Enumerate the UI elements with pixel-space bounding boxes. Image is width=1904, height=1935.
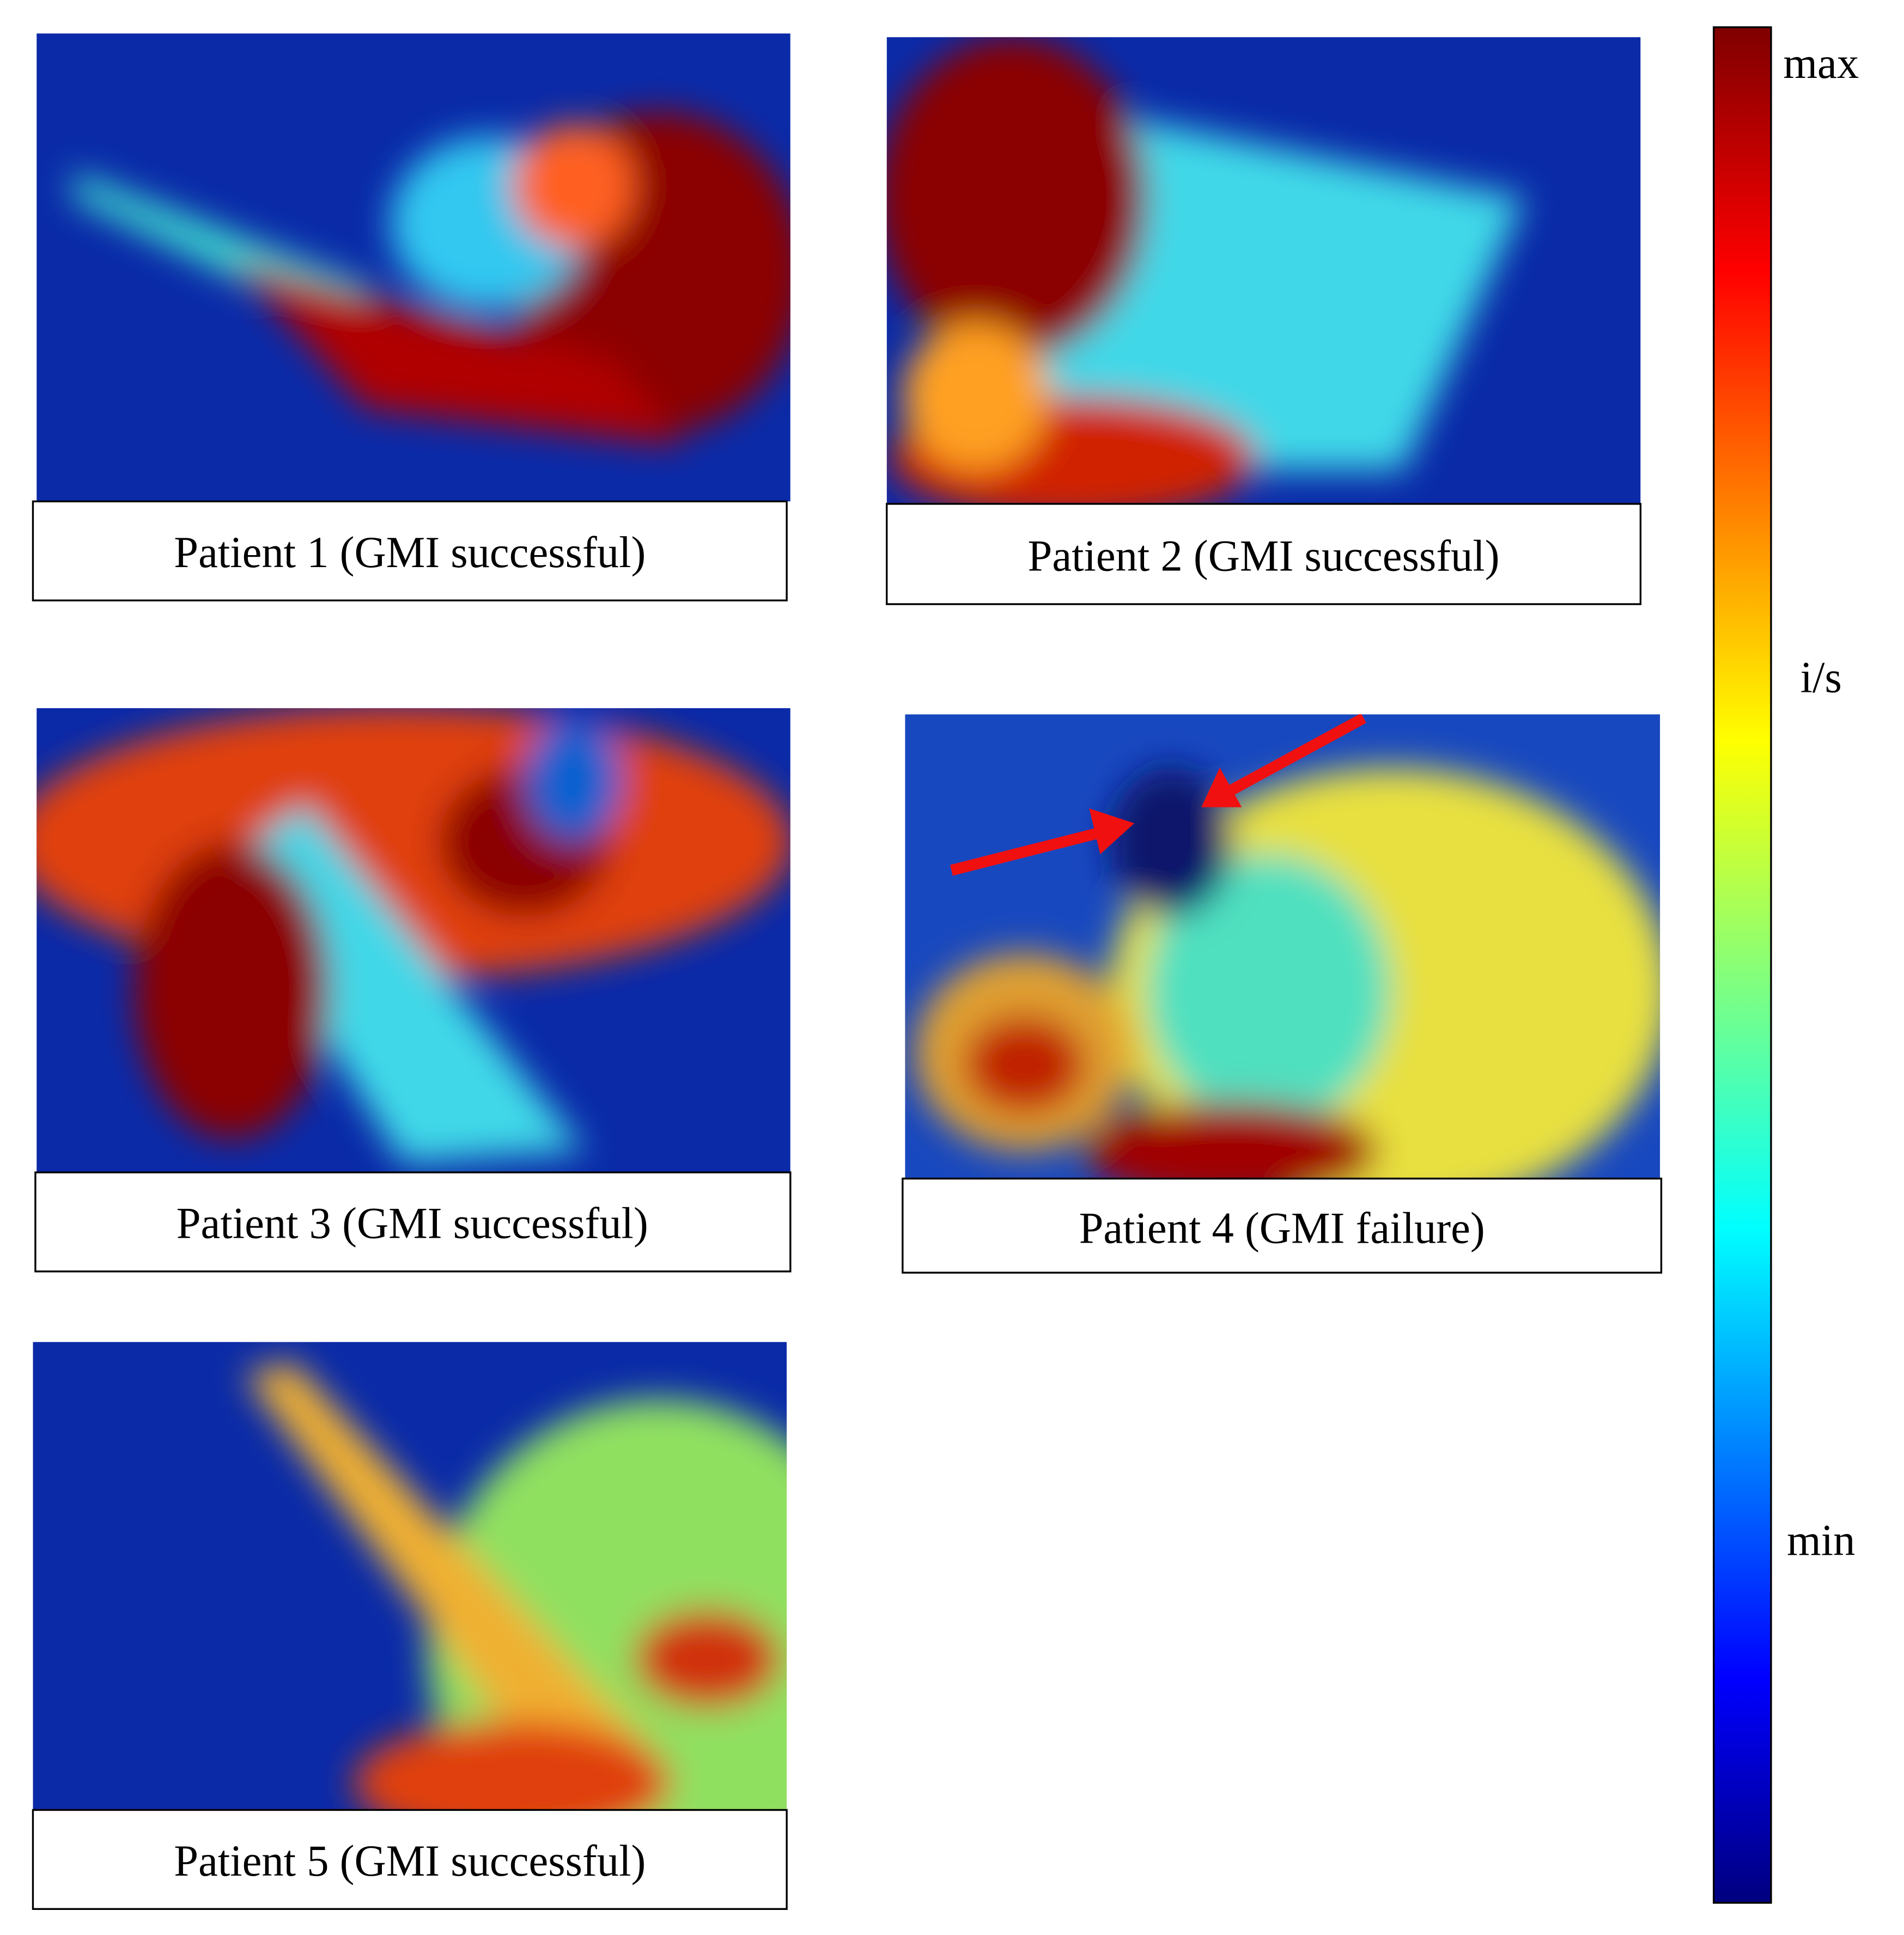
image-1 <box>37 33 790 502</box>
caption-box <box>32 1809 788 1910</box>
image-4 <box>905 714 1660 1179</box>
colorbar-min: min <box>1787 1516 1855 1565</box>
caption-box <box>32 500 788 601</box>
caption: Patient 2 (GMI successful) <box>1028 531 1500 581</box>
caption-box <box>886 503 1642 605</box>
caption-box <box>902 1177 1663 1274</box>
image-3 <box>37 708 790 1173</box>
caption: Patient 3 (GMI successful) <box>177 1198 648 1248</box>
image-2 <box>886 37 1641 504</box>
caption: Patient 5 (GMI successful) <box>174 1836 646 1885</box>
colorbar-max: max <box>1783 39 1859 88</box>
caption: Patient 4 (GMI failure) <box>1079 1203 1485 1253</box>
colorbar <box>1713 26 1772 1904</box>
caption-box <box>34 1171 792 1273</box>
colorbar-unit: i/s <box>1800 653 1842 702</box>
caption: Patient 1 (GMI successful) <box>174 527 646 577</box>
image-5 <box>33 1342 787 1810</box>
